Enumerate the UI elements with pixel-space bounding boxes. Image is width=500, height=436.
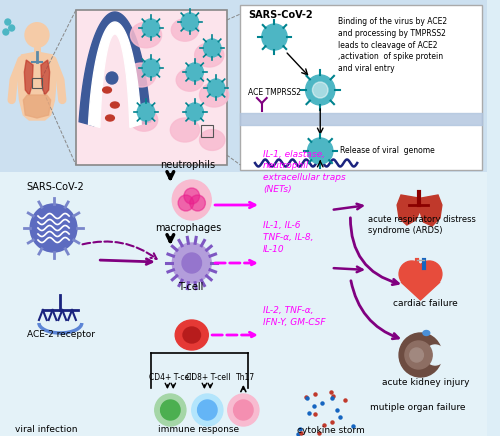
Ellipse shape bbox=[200, 83, 228, 107]
Ellipse shape bbox=[172, 19, 198, 41]
Circle shape bbox=[192, 394, 223, 426]
Text: SARS-CoV-2: SARS-CoV-2 bbox=[248, 10, 313, 20]
Text: CD8+ T-cell: CD8+ T-cell bbox=[186, 373, 230, 382]
Text: ACE TMPRSS2: ACE TMPRSS2 bbox=[248, 88, 301, 97]
FancyBboxPatch shape bbox=[240, 5, 482, 170]
Ellipse shape bbox=[423, 330, 430, 335]
Circle shape bbox=[262, 24, 287, 50]
Text: SARS-CoV-2: SARS-CoV-2 bbox=[26, 182, 84, 192]
Circle shape bbox=[160, 400, 180, 420]
Text: immune response: immune response bbox=[158, 425, 239, 434]
Circle shape bbox=[234, 400, 253, 420]
Ellipse shape bbox=[110, 102, 119, 108]
Circle shape bbox=[155, 394, 186, 426]
Circle shape bbox=[410, 348, 424, 362]
Text: macrophages: macrophages bbox=[155, 223, 221, 233]
FancyBboxPatch shape bbox=[0, 172, 486, 436]
Text: cytokine storm: cytokine storm bbox=[297, 426, 364, 435]
Circle shape bbox=[308, 138, 333, 164]
Polygon shape bbox=[79, 12, 150, 126]
Circle shape bbox=[9, 25, 15, 31]
Text: viral infection: viral infection bbox=[14, 425, 77, 434]
Text: acute respiratory distress
syndrome (ARDS): acute respiratory distress syndrome (ARD… bbox=[368, 215, 476, 235]
Ellipse shape bbox=[126, 63, 156, 87]
Circle shape bbox=[306, 75, 335, 105]
Circle shape bbox=[106, 72, 118, 84]
Ellipse shape bbox=[170, 118, 200, 142]
Ellipse shape bbox=[183, 327, 200, 343]
Circle shape bbox=[312, 82, 328, 98]
Circle shape bbox=[184, 188, 200, 204]
Circle shape bbox=[405, 341, 432, 369]
Circle shape bbox=[172, 243, 211, 283]
Ellipse shape bbox=[200, 129, 225, 150]
Polygon shape bbox=[18, 52, 56, 120]
FancyBboxPatch shape bbox=[76, 10, 227, 165]
Circle shape bbox=[3, 29, 9, 35]
Circle shape bbox=[142, 59, 160, 77]
Text: Th17: Th17 bbox=[236, 373, 255, 382]
Circle shape bbox=[178, 195, 194, 211]
Circle shape bbox=[137, 103, 155, 121]
FancyBboxPatch shape bbox=[0, 0, 486, 172]
Text: acute kidney injury: acute kidney injury bbox=[382, 378, 469, 387]
Text: Binding of the virus by ACE2
and processing by TMPRSS2
leads to cleavage of ACE2: Binding of the virus by ACE2 and process… bbox=[338, 17, 447, 73]
Ellipse shape bbox=[175, 320, 208, 350]
Circle shape bbox=[190, 195, 206, 211]
Ellipse shape bbox=[106, 115, 114, 121]
Circle shape bbox=[172, 180, 211, 220]
Circle shape bbox=[30, 204, 77, 252]
Circle shape bbox=[399, 333, 442, 377]
Polygon shape bbox=[420, 195, 442, 226]
Text: ACE-2 receptor: ACE-2 receptor bbox=[28, 330, 96, 339]
Circle shape bbox=[24, 22, 50, 48]
Text: IL-1, elastase,
neutrophil
extracellular traps
(NETs): IL-1, elastase, neutrophil extracellular… bbox=[263, 150, 345, 194]
Polygon shape bbox=[397, 195, 420, 225]
Circle shape bbox=[181, 13, 198, 31]
Polygon shape bbox=[401, 282, 440, 300]
Circle shape bbox=[142, 19, 160, 37]
Circle shape bbox=[5, 19, 10, 25]
Circle shape bbox=[182, 253, 202, 273]
Polygon shape bbox=[88, 22, 141, 127]
Circle shape bbox=[426, 345, 445, 365]
Text: Release of viral  genome: Release of viral genome bbox=[340, 146, 434, 155]
Text: T-cell: T-cell bbox=[178, 282, 204, 292]
Text: IL-1, IL-6
TNF-α, IL-8,
IL-10: IL-1, IL-6 TNF-α, IL-8, IL-10 bbox=[263, 221, 314, 254]
Circle shape bbox=[416, 261, 442, 287]
Circle shape bbox=[198, 400, 217, 420]
Ellipse shape bbox=[130, 22, 162, 48]
Circle shape bbox=[228, 394, 259, 426]
Ellipse shape bbox=[102, 87, 112, 93]
Circle shape bbox=[208, 79, 225, 97]
Ellipse shape bbox=[176, 69, 204, 91]
Text: cardiac failure: cardiac failure bbox=[393, 299, 458, 308]
Circle shape bbox=[186, 63, 204, 81]
Ellipse shape bbox=[130, 109, 158, 131]
Text: mutiple organ failure: mutiple organ failure bbox=[370, 403, 466, 412]
Ellipse shape bbox=[194, 43, 224, 67]
Polygon shape bbox=[24, 60, 33, 95]
Polygon shape bbox=[41, 60, 50, 95]
Polygon shape bbox=[24, 95, 50, 118]
Circle shape bbox=[399, 261, 424, 287]
Circle shape bbox=[186, 103, 204, 121]
Text: CD4+ T-cell: CD4+ T-cell bbox=[149, 373, 194, 382]
Text: IL-2, TNF-α,
IFN-Y, GM-CSF: IL-2, TNF-α, IFN-Y, GM-CSF bbox=[263, 306, 326, 327]
Text: neutrophils: neutrophils bbox=[160, 160, 216, 170]
Circle shape bbox=[204, 39, 221, 57]
